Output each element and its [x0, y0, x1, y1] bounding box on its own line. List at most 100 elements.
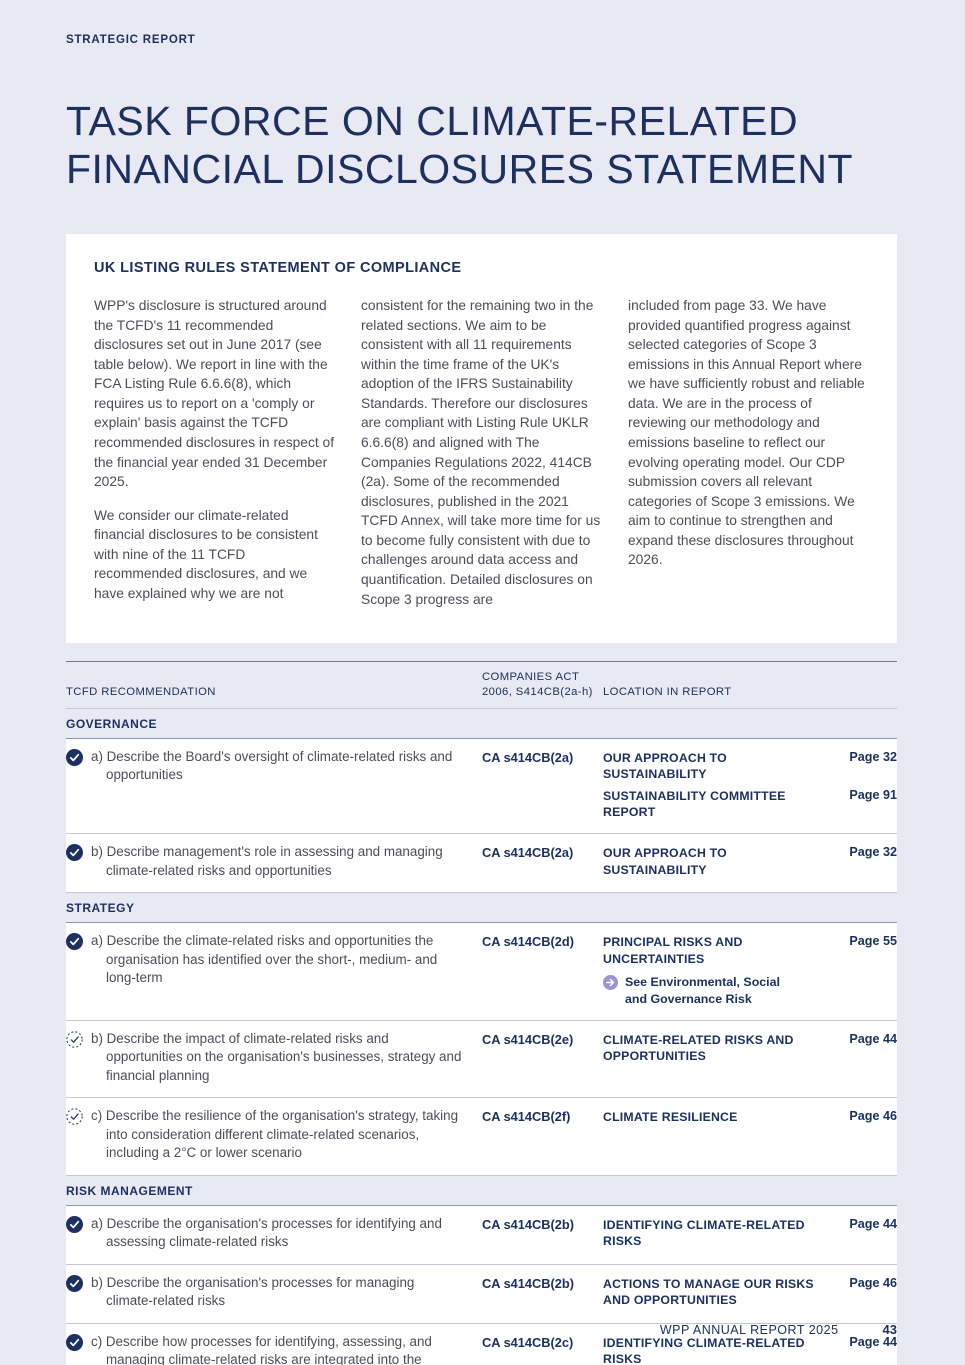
recommendation-cell: c) Describe how processes for identifyin… — [66, 1333, 482, 1365]
location-page-number: Page 46 — [849, 1275, 897, 1290]
recommendation-text: c) Describe the resilience of the organi… — [91, 1108, 459, 1161]
location-page-number: Page 32 — [849, 845, 897, 860]
paragraph: We consider our climate-related financia… — [94, 507, 318, 602]
footer-page-number: 43 — [882, 1322, 897, 1337]
compliance-heading: UK LISTING RULES STATEMENT OF COMPLIANCE — [94, 259, 462, 276]
consistent-check-icon — [66, 844, 83, 880]
partially-consistent-check-icon — [66, 1108, 83, 1163]
recommendation-text: a) Describe the climate-related risks an… — [91, 933, 438, 986]
location-page-number: Page 46 — [849, 1109, 897, 1124]
compliance-column-1: WPP's disclosure is structured around th… — [94, 296, 335, 609]
table-header-row: TCFD RECOMMENDATION COMPANIES ACT 2006, … — [66, 662, 897, 709]
recommendation-text: a) Describe the organisation's processes… — [91, 1215, 442, 1250]
recommendation-text: b) Describe the impact of climate-relate… — [91, 1030, 462, 1083]
compliance-column-2: consistent for the remaining two in the … — [361, 296, 602, 609]
table-body: GOVERNANCE a) Describe the Board's oversi… — [66, 709, 897, 1365]
table-row: a) Describe the climate-related risks an… — [66, 923, 897, 1021]
table-section-governance: GOVERNANCE — [66, 709, 897, 739]
recommendation-text: a) Describe the Board's oversight of cli… — [91, 748, 453, 783]
location-reference-link[interactable]: OUR APPROACH TO SUSTAINABILITY Page 32 — [603, 845, 897, 878]
location-page-number: Page 91 — [849, 787, 897, 802]
section-eyebrow: STRATEGIC REPORT — [66, 34, 196, 46]
location-title: IDENTIFYING CLIMATE-RELATED RISKS — [603, 1335, 805, 1365]
consistent-check-icon — [66, 933, 83, 1008]
tcfd-table: TCFD RECOMMENDATION COMPANIES ACT 2006, … — [66, 661, 897, 1365]
location-cell: CLIMATE-RELATED RISKS AND OPPORTUNITIES P… — [603, 1030, 897, 1086]
location-page-number: Page 44 — [849, 1216, 897, 1231]
location-title: ACTIONS TO MANAGE OUR RISKS AND OPPORTUN… — [603, 1276, 814, 1308]
location-reference-link[interactable]: ACTIONS TO MANAGE OUR RISKS AND OPPORTUN… — [603, 1276, 897, 1309]
location-cell: OUR APPROACH TO SUSTAINABILITY Page 32 — [603, 843, 897, 880]
location-page-number: Page 44 — [849, 1334, 897, 1349]
recommendation-text: b) Describe management's role in assessi… — [91, 844, 443, 878]
table-row: b) Describe management's role in assessi… — [66, 834, 897, 894]
compliance-column-3: included from page 33. We have provided … — [628, 296, 869, 609]
arrow-circle-icon — [603, 975, 618, 1007]
location-reference-link[interactable]: IDENTIFYING CLIMATE-RELATED RISKS Page 44 — [603, 1217, 897, 1250]
table-section-strategy: STRATEGY — [66, 893, 897, 924]
recommendation-cell: a) Describe the Board's oversight of cli… — [66, 748, 482, 821]
paragraph: consistent for the remaining two in the … — [361, 297, 601, 607]
location-title: SUSTAINABILITY COMMITTEE REPORT — [603, 788, 786, 820]
consistent-check-icon — [66, 1215, 83, 1252]
table-row: c) Describe how processes for identifyin… — [66, 1323, 897, 1365]
page-footer: WPP ANNUAL REPORT 2025 43 — [66, 1322, 897, 1337]
companies-act-reference: CA s414CB(2a) — [482, 749, 574, 765]
recommendation-cell: b) Describe the impact of climate-relate… — [66, 1030, 482, 1086]
location-reference-link[interactable]: IDENTIFYING CLIMATE-RELATED RISKS Page 44 — [603, 1335, 897, 1365]
recommendation-text: b) Describe the organisation's processes… — [91, 1274, 415, 1309]
column-header-companies-act: COMPANIES ACT 2006, S414CB(2a-h) — [482, 671, 593, 699]
location-title: OUR APPROACH TO SUSTAINABILITY — [603, 750, 727, 782]
see-also-link[interactable]: See Environmental, Social and Governance … — [603, 974, 897, 1007]
consistent-check-icon — [66, 1333, 83, 1365]
companies-act-reference: CA s414CB(2f) — [482, 1109, 571, 1125]
column-header-tcfd-recommendation: TCFD RECOMMENDATION — [66, 686, 216, 699]
consistent-check-icon — [66, 748, 83, 821]
recommendation-cell: a) Describe the climate-related risks an… — [66, 932, 482, 1008]
companies-act-reference: CA s414CB(2b) — [482, 1275, 574, 1291]
location-reference-link[interactable]: SUSTAINABILITY COMMITTEE REPORT Page 91 — [603, 788, 897, 821]
compliance-statement-box: UK LISTING RULES STATEMENT OF COMPLIANCE… — [66, 233, 897, 644]
table-row: a) Describe the Board's oversight of cli… — [66, 738, 897, 835]
location-reference-link[interactable]: PRINCIPAL RISKS AND UNCERTAINTIES Page 55 — [603, 934, 897, 967]
recommendation-text: c) Describe how processes for identifyin… — [91, 1333, 432, 1365]
table-row: a) Describe the organisation's processes… — [66, 1205, 897, 1265]
consistent-check-icon — [66, 1274, 83, 1311]
table-section-risk-management: RISK MANAGEMENT — [66, 1176, 897, 1206]
location-title: OUR APPROACH TO SUSTAINABILITY — [603, 846, 727, 877]
companies-act-reference: CA s414CB(2a) — [482, 845, 574, 861]
location-title: CLIMATE-RELATED RISKS AND OPPORTUNITIES — [603, 1032, 794, 1064]
location-cell: CLIMATE RESILIENCE Page 46 — [603, 1107, 897, 1163]
page-title-line1: TASK FORCE ON CLIMATE-RELATED — [66, 98, 799, 144]
page-title: TASK FORCE ON CLIMATE-RELATED FINANCIAL … — [66, 98, 897, 194]
location-reference-link[interactable]: CLIMATE RESILIENCE Page 46 — [603, 1109, 897, 1126]
location-cell: IDENTIFYING CLIMATE-RELATED RISKS Page 44 — [603, 1333, 897, 1365]
location-cell: IDENTIFYING CLIMATE-RELATED RISKS Page 44 — [603, 1215, 897, 1252]
column-header-location-in-report: LOCATION IN REPORT — [603, 686, 732, 699]
location-cell: PRINCIPAL RISKS AND UNCERTAINTIES Page 55… — [603, 932, 897, 1008]
location-cell: OUR APPROACH TO SUSTAINABILITY Page 32 SUS… — [603, 748, 897, 821]
recommendation-cell: b) Describe the organisation's processes… — [66, 1274, 482, 1311]
location-page-number: Page 55 — [849, 934, 897, 949]
location-page-number: Page 32 — [849, 749, 897, 764]
recommendation-cell: c) Describe the resilience of the organi… — [66, 1107, 482, 1163]
partially-consistent-check-icon — [66, 1031, 83, 1086]
see-also-text: See Environmental, Social and Governance … — [625, 975, 780, 1006]
location-title: PRINCIPAL RISKS AND UNCERTAINTIES — [603, 935, 743, 966]
paragraph: WPP's disclosure is structured around th… — [94, 297, 335, 490]
location-reference-link[interactable]: CLIMATE-RELATED RISKS AND OPPORTUNITIES P… — [603, 1032, 897, 1065]
recommendation-cell: b) Describe management's role in assessi… — [66, 843, 482, 880]
page-title-line2: FINANCIAL DISCLOSURES STATEMENT — [66, 145, 854, 192]
table-row: b) Describe the organisation's processes… — [66, 1264, 897, 1324]
location-reference-link[interactable]: OUR APPROACH TO SUSTAINABILITY Page 32 — [603, 750, 897, 783]
recommendation-cell: a) Describe the organisation's processes… — [66, 1215, 482, 1252]
location-page-number: Page 44 — [849, 1031, 897, 1046]
table-row: c) Describe the resilience of the organi… — [66, 1098, 897, 1176]
footer-report-title: WPP ANNUAL REPORT 2025 — [659, 1323, 839, 1337]
location-cell: ACTIONS TO MANAGE OUR RISKS AND OPPORTUN… — [603, 1274, 897, 1311]
compliance-columns: WPP's disclosure is structured around th… — [94, 296, 869, 609]
location-title: CLIMATE RESILIENCE — [603, 1110, 738, 1125]
companies-act-reference: CA s414CB(2e) — [482, 1031, 574, 1047]
companies-act-reference: CA s414CB(2b) — [482, 1216, 574, 1232]
